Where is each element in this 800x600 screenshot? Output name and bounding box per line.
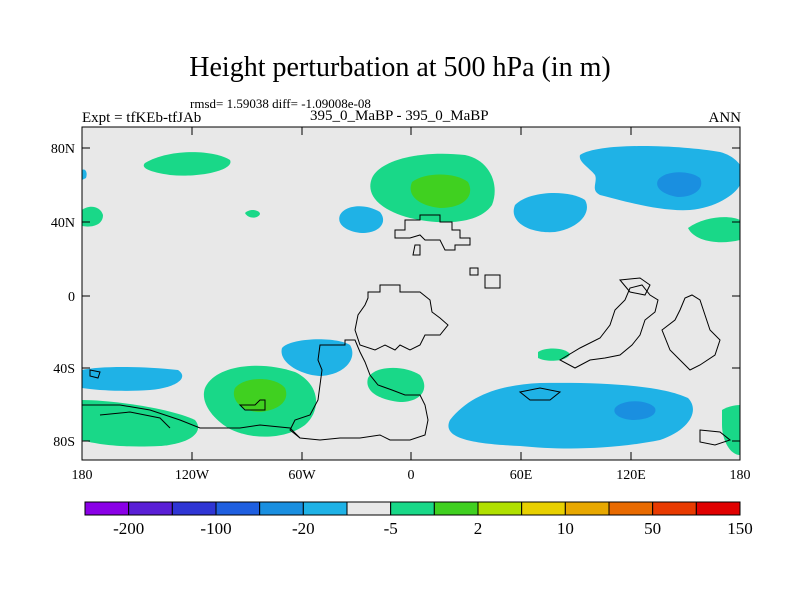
lon-tick-label: 120E [616,468,646,483]
plot-title: Height perturbation at 500 hPa (in m) [189,52,611,83]
lat-tick-label: 0 [68,290,75,305]
contour-positive [410,174,471,208]
colorbar-label: 2 [474,519,483,538]
lon-tick-label: 0 [408,468,415,483]
stats-line: rmsd= 1.59038 diff= -1.09008e-08 [190,96,371,111]
contour-negative [657,172,702,197]
colorbar-swatch [433,501,479,516]
lon-tick-label: 120W [175,468,210,483]
colorbar-swatch [346,501,392,516]
contour-positive [538,348,570,361]
center-label: 395_0_MaBP - 395_0_MaBP [310,108,489,124]
contour-negative [82,367,183,391]
colorbar-swatch [128,501,173,516]
colorbar-label: -20 [292,519,315,538]
lat-tick-label: 40S [53,362,75,377]
colorbar-label: -5 [384,519,398,538]
colorbar-swatch [259,501,304,516]
contour-negative [281,339,353,376]
colorbar-swatch [521,501,566,516]
colorbar [84,501,741,516]
contour-positive [367,367,425,402]
contour-positive [688,217,740,243]
contour-positive [82,400,199,447]
colorbar-label: 50 [644,519,661,538]
colorbar-swatch [608,501,654,516]
axis-ticks [82,127,740,460]
lon-tick-label: 60E [510,468,533,483]
colorbar-swatch [564,501,610,516]
lat-tick-label: 80S [53,435,75,450]
contour-positive [722,405,740,455]
contour-positive [233,379,287,412]
season-label: ANN [708,110,742,126]
contour-negative [339,206,384,233]
contour-negative [448,382,693,449]
colorbar-label: -200 [113,519,144,538]
lon-tick-label: 180 [72,468,93,483]
coastlines [82,214,732,446]
colorbar-swatch [171,501,217,516]
contour-positive [245,210,260,218]
colorbar-swatch [695,501,741,516]
contour-negative [513,193,587,233]
contour-negative [614,401,656,420]
lat-tick-label: 40N [51,216,75,231]
colorbar-swatch [302,501,348,516]
lon-tick-label: 60W [288,468,316,483]
lat-tick-label: 80N [51,142,75,157]
colorbar-swatch [477,501,523,516]
colorbar-swatch [84,501,130,516]
contour-field [82,146,740,455]
colorbar-label: 10 [557,519,574,538]
experiment-label: Expt = tfKEb-tfJAb [82,110,202,126]
colorbar-swatch [652,501,697,516]
colorbar-label: -100 [200,519,231,538]
lon-tick-label: 180 [730,468,751,483]
colorbar-swatch [390,501,435,516]
contour-positive [143,152,231,176]
colorbar-label: 150 [727,519,753,538]
contour-negative [82,169,87,180]
colorbar-swatch [215,501,261,516]
